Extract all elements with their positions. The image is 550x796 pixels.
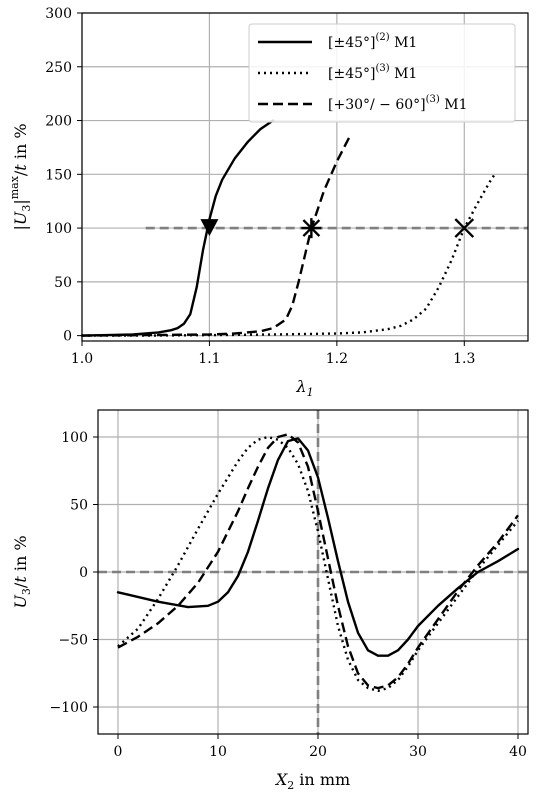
x-tick-label: 30 [409,744,427,760]
top-series [80,119,498,337]
y-tick-label: 0 [79,565,88,581]
y-tick-label: 100 [61,430,88,446]
x-tick-label: 1.0 [71,351,93,367]
legend: [±45°](2) M1 [±45°](3) M1 [+30°/ − 60°](… [248,23,516,123]
y-tick-label: 50 [70,498,88,514]
legend-entry-2: [±45°](3) M1 [328,63,417,82]
y-tick-label: 150 [45,167,72,183]
x-tick-label: 20 [309,744,327,760]
bottom-chart: 0 10 20 30 40 −100 −50 0 50 100 X2 in mm U3/t in … [11,409,529,792]
series-line-1 [116,437,520,657]
top-chart: 1.0 1.1 1.2 1.3 0 50 100 150 200 250 300 λ1 |U3|ma… [8,6,529,399]
y-tick-label: 200 [45,114,72,130]
series-line-3 [81,136,351,337]
top-markers [200,218,475,239]
top-plot-frame [81,12,529,342]
x-tick-label: 1.1 [198,351,220,367]
y-tick-label: 250 [45,60,72,76]
y-tick-label: 0 [63,329,72,345]
bottom-series [116,433,520,692]
marker-triangle-down [200,219,219,237]
top-y-axis-label: |U3|max/t in % [8,123,33,230]
x-tick-label: 40 [509,744,527,760]
y-tick-label: 300 [45,6,72,22]
bottom-y-axis-label: U3/t in % [11,535,33,608]
x-tick-label: 0 [114,744,123,760]
series-line-1 [80,119,275,337]
x-tick-label: 10 [209,744,227,760]
y-tick-label: 100 [45,221,72,237]
series-line-3 [117,433,519,690]
y-tick-label: −50 [58,633,88,649]
y-tick-label: 50 [54,275,72,291]
x-tick-label: 1.2 [326,351,348,367]
bottom-reference-lines [98,410,528,734]
x-tick-label: 1.3 [453,351,475,367]
marker-x [454,218,475,238]
legend-entry-3: [+30°/ − 60°](3) M1 [328,94,468,113]
legend-box [248,23,516,123]
top-x-axis-label: λ1 [295,377,313,399]
top-ticks: 1.0 1.1 1.2 1.3 0 50 100 150 200 250 300 [45,6,475,367]
marker-star [301,218,322,239]
y-tick-label: −100 [50,700,88,716]
bottom-ticks: 0 10 20 30 40 −100 −50 0 50 100 [50,430,527,760]
bottom-grid [98,410,528,734]
bottom-x-axis-label: X2 in mm [274,770,350,792]
legend-entry-1: [±45°](2) M1 [328,32,417,51]
